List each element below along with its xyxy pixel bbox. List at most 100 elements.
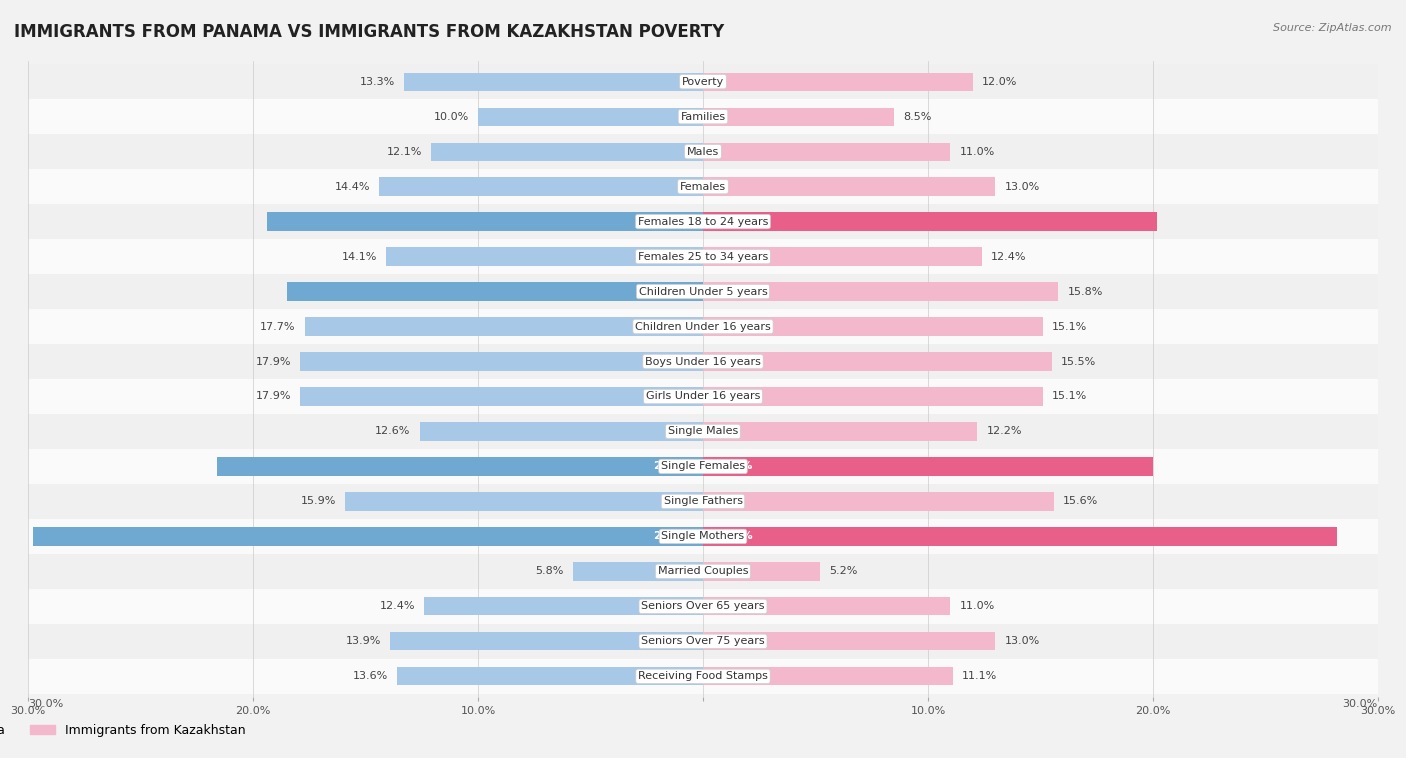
- Text: Girls Under 16 years: Girls Under 16 years: [645, 391, 761, 402]
- Text: IMMIGRANTS FROM PANAMA VS IMMIGRANTS FROM KAZAKHSTAN POVERTY: IMMIGRANTS FROM PANAMA VS IMMIGRANTS FRO…: [14, 23, 724, 41]
- Text: 14.1%: 14.1%: [342, 252, 377, 262]
- Text: Boys Under 16 years: Boys Under 16 years: [645, 356, 761, 367]
- Bar: [28, 99, 1378, 134]
- Text: Children Under 16 years: Children Under 16 years: [636, 321, 770, 331]
- Text: Single Males: Single Males: [668, 427, 738, 437]
- Bar: [28, 414, 1378, 449]
- Bar: [703, 597, 950, 615]
- Text: 20.2%: 20.2%: [714, 217, 752, 227]
- Bar: [28, 554, 1378, 589]
- Text: 12.1%: 12.1%: [387, 146, 422, 157]
- Bar: [301, 387, 703, 406]
- Bar: [28, 624, 1378, 659]
- Text: Females: Females: [681, 182, 725, 192]
- Text: 5.8%: 5.8%: [536, 566, 564, 576]
- Text: 15.1%: 15.1%: [1052, 391, 1087, 402]
- Text: 28.2%: 28.2%: [714, 531, 752, 541]
- Bar: [703, 108, 894, 126]
- Bar: [703, 632, 995, 650]
- Text: 30.0%: 30.0%: [1343, 699, 1378, 709]
- Bar: [430, 143, 703, 161]
- Bar: [572, 562, 703, 581]
- Bar: [217, 457, 703, 475]
- Bar: [703, 387, 1043, 406]
- Text: 15.6%: 15.6%: [1063, 496, 1098, 506]
- Text: 12.2%: 12.2%: [987, 427, 1022, 437]
- Bar: [703, 562, 820, 581]
- Bar: [380, 177, 703, 196]
- Text: Single Females: Single Females: [661, 462, 745, 471]
- Text: Females 25 to 34 years: Females 25 to 34 years: [638, 252, 768, 262]
- Bar: [28, 659, 1378, 694]
- Bar: [305, 318, 703, 336]
- Text: 13.9%: 13.9%: [346, 637, 381, 647]
- Text: 17.9%: 17.9%: [256, 356, 291, 367]
- Bar: [703, 352, 1052, 371]
- Text: Married Couples: Married Couples: [658, 566, 748, 576]
- Bar: [28, 344, 1378, 379]
- Text: 11.0%: 11.0%: [959, 146, 994, 157]
- Bar: [396, 667, 703, 685]
- Text: Females 18 to 24 years: Females 18 to 24 years: [638, 217, 768, 227]
- Text: 15.1%: 15.1%: [1052, 321, 1087, 331]
- Bar: [478, 108, 703, 126]
- Text: Seniors Over 75 years: Seniors Over 75 years: [641, 637, 765, 647]
- Bar: [425, 597, 703, 615]
- Bar: [28, 309, 1378, 344]
- Text: 30.0%: 30.0%: [28, 699, 63, 709]
- Bar: [28, 169, 1378, 204]
- Text: Poverty: Poverty: [682, 77, 724, 86]
- Text: 29.8%: 29.8%: [652, 531, 692, 541]
- Text: 13.6%: 13.6%: [353, 672, 388, 681]
- Text: 12.4%: 12.4%: [991, 252, 1026, 262]
- Text: 17.9%: 17.9%: [256, 391, 291, 402]
- Bar: [703, 247, 981, 265]
- Bar: [301, 352, 703, 371]
- Text: 12.0%: 12.0%: [981, 77, 1018, 86]
- Text: 8.5%: 8.5%: [903, 111, 932, 121]
- Bar: [703, 667, 953, 685]
- Bar: [267, 212, 703, 230]
- Bar: [703, 528, 1337, 546]
- Text: 13.3%: 13.3%: [360, 77, 395, 86]
- Bar: [28, 274, 1378, 309]
- Bar: [28, 589, 1378, 624]
- Text: Males: Males: [688, 146, 718, 157]
- Text: Source: ZipAtlas.com: Source: ZipAtlas.com: [1274, 23, 1392, 33]
- Text: Receiving Food Stamps: Receiving Food Stamps: [638, 672, 768, 681]
- Text: 21.6%: 21.6%: [652, 462, 692, 471]
- Legend: Immigrants from Panama, Immigrants from Kazakhstan: Immigrants from Panama, Immigrants from …: [0, 719, 250, 742]
- Text: Single Mothers: Single Mothers: [661, 531, 745, 541]
- Bar: [32, 528, 703, 546]
- Bar: [28, 64, 1378, 99]
- Bar: [28, 449, 1378, 484]
- Text: 13.0%: 13.0%: [1004, 182, 1039, 192]
- Text: 12.4%: 12.4%: [380, 601, 415, 612]
- Text: 14.4%: 14.4%: [335, 182, 370, 192]
- Bar: [703, 212, 1157, 230]
- Bar: [703, 318, 1043, 336]
- Text: 12.6%: 12.6%: [375, 427, 411, 437]
- Bar: [28, 239, 1378, 274]
- Bar: [28, 519, 1378, 554]
- Text: 11.1%: 11.1%: [962, 672, 997, 681]
- Bar: [703, 457, 1153, 475]
- Text: 15.8%: 15.8%: [1067, 287, 1102, 296]
- Bar: [391, 632, 703, 650]
- Bar: [385, 247, 703, 265]
- Bar: [28, 379, 1378, 414]
- Bar: [703, 73, 973, 91]
- Text: Families: Families: [681, 111, 725, 121]
- Text: Children Under 5 years: Children Under 5 years: [638, 287, 768, 296]
- Text: 5.2%: 5.2%: [830, 566, 858, 576]
- Bar: [703, 177, 995, 196]
- Text: 15.9%: 15.9%: [301, 496, 336, 506]
- Bar: [28, 134, 1378, 169]
- Bar: [28, 204, 1378, 239]
- Bar: [703, 422, 977, 440]
- Bar: [703, 143, 950, 161]
- Text: 18.5%: 18.5%: [654, 287, 692, 296]
- Text: 13.0%: 13.0%: [1004, 637, 1039, 647]
- Bar: [28, 484, 1378, 519]
- Text: 17.7%: 17.7%: [260, 321, 295, 331]
